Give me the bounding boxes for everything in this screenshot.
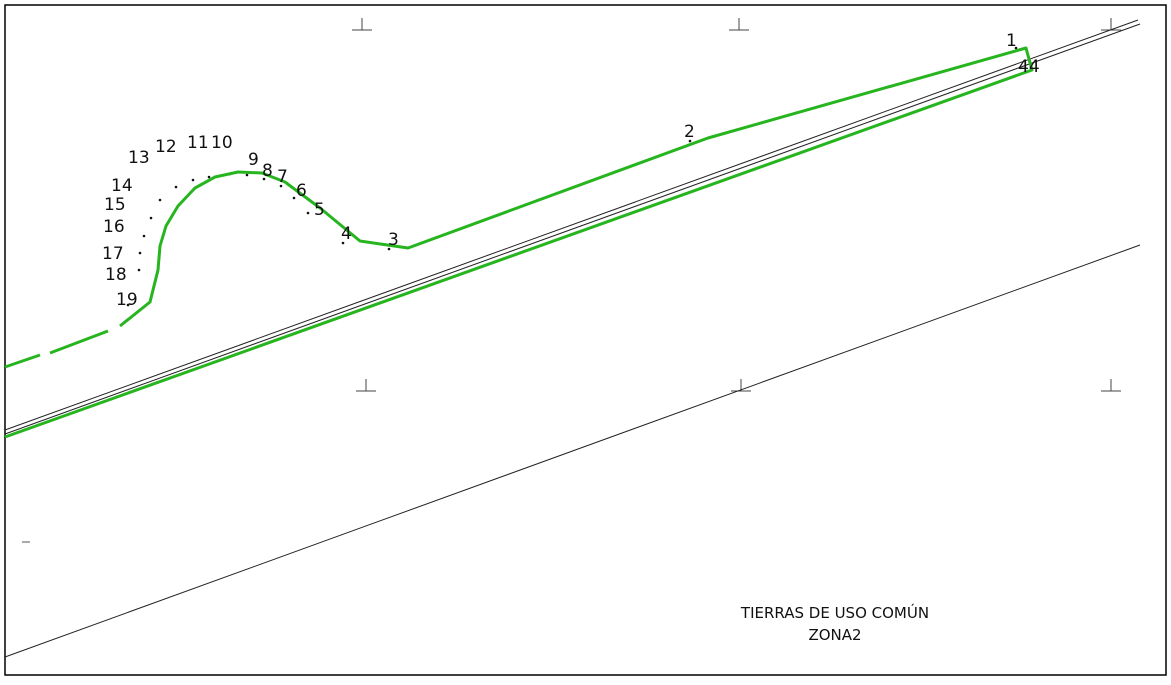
vertex-label-5: 5 <box>314 200 325 220</box>
vertex-label-12: 12 <box>155 137 177 157</box>
boundary-dash <box>4 353 41 369</box>
grid-tick <box>1101 379 1121 392</box>
vertex-label-4: 4 <box>341 224 352 244</box>
boundary-polygon <box>4 46 1034 439</box>
area-label-title: TIERRAS DE USO COMÚN <box>740 603 929 622</box>
reference-line-upper-double <box>4 23 1141 435</box>
vertex-label-8: 8 <box>262 161 273 181</box>
grid-tick <box>356 379 376 392</box>
vertex-label-2: 2 <box>684 122 695 142</box>
grid-tick <box>352 18 372 31</box>
boundary-dash <box>49 329 109 355</box>
vertex-label-44: 44 <box>1018 57 1040 77</box>
vertex-label-19: 19 <box>116 290 138 310</box>
boundary-line <box>4 46 1034 439</box>
vertex-label-10: 10 <box>211 133 233 153</box>
vertex-label-15: 15 <box>104 195 126 215</box>
reference-line-upper <box>4 19 1139 431</box>
vertex-label-9: 9 <box>248 150 259 170</box>
area-label: TIERRAS DE USO COMÚN ZONA2 <box>740 603 929 644</box>
map-border <box>4 4 1167 676</box>
vertex-label-17: 17 <box>102 244 124 264</box>
vertex-label-16: 16 <box>103 217 125 237</box>
reference-lines <box>4 19 1141 658</box>
area-label-zone: ZONA2 <box>808 626 861 644</box>
vertex-label-6: 6 <box>296 181 307 201</box>
vertex-label-18: 18 <box>105 265 127 285</box>
vertex-labels: 1 44 2 3 4 5 6 7 8 9 10 11 12 13 14 15 1… <box>102 31 1040 310</box>
vertex-label-13: 13 <box>128 148 150 168</box>
grid-tick <box>731 379 751 392</box>
vertex-label-3: 3 <box>388 230 399 250</box>
vertex-label-11: 11 <box>187 133 209 153</box>
grid-tick <box>729 18 749 31</box>
vertex-label-1: 1 <box>1006 31 1017 51</box>
vertex-label-14: 14 <box>111 176 133 196</box>
reference-line-lower <box>4 244 1141 658</box>
vertex-label-7: 7 <box>277 167 288 187</box>
